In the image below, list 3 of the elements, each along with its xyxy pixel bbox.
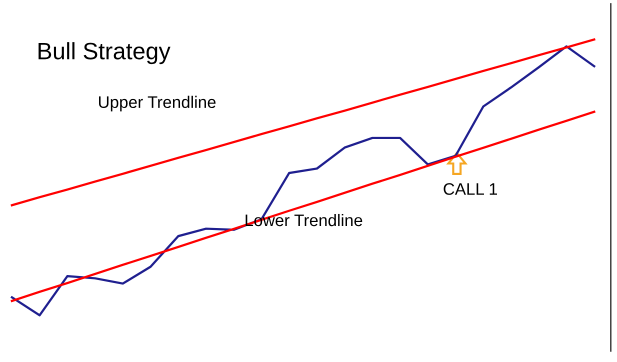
text: Upper Trendline <box>99 96 216 112</box>
annotation: CALL 1 <box>444 183 498 195</box>
chart-title: Bull Strategy <box>38 42 170 64</box>
